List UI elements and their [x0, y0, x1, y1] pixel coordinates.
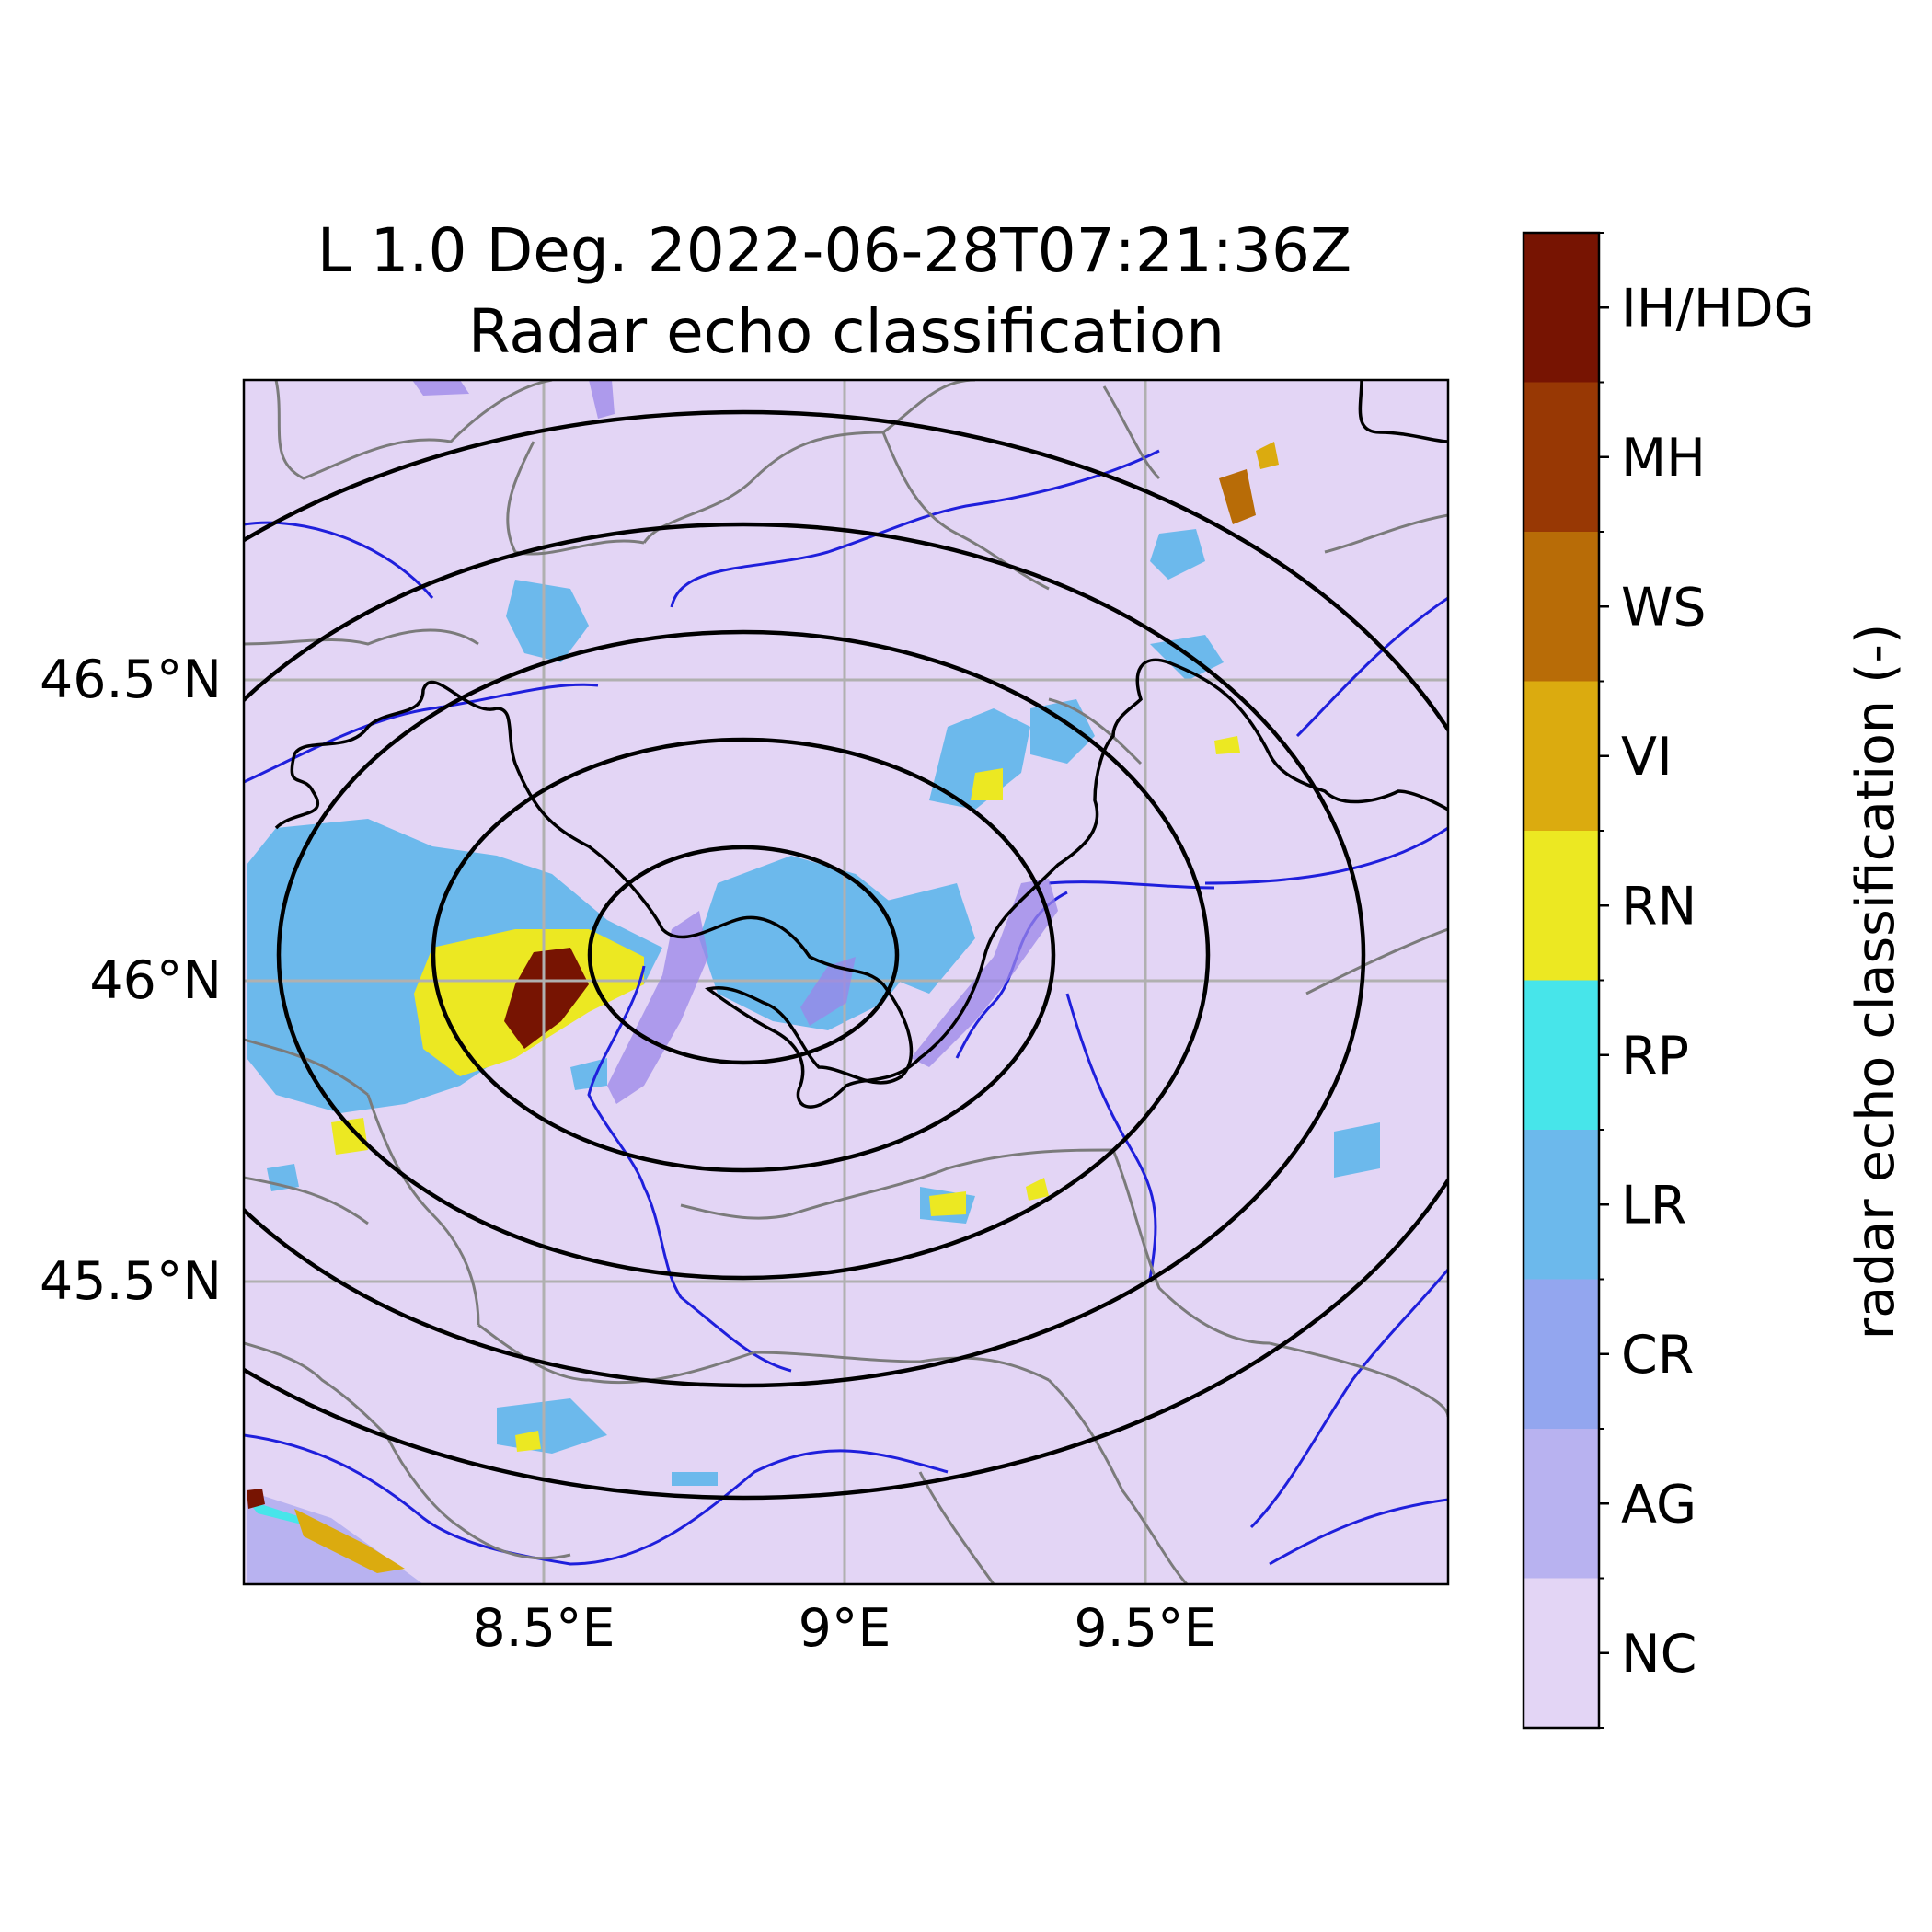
colorbar-block-ag — [1524, 1429, 1599, 1579]
colorbar-label-vi: VI — [1621, 727, 1673, 788]
lon-axis-labels: 8.5°E 9°E 9.5°E — [472, 1598, 1216, 1659]
colorbar-block-rp — [1524, 980, 1599, 1130]
lat-label-45-5: 45.5°N — [40, 1251, 222, 1312]
lat-label-46-5: 46.5°N — [40, 650, 222, 710]
colorbar-block-nc — [1524, 1578, 1599, 1728]
echo-lower-left — [247, 1489, 423, 1584]
echo-ih-patches — [504, 948, 589, 1049]
range-rings — [244, 409, 1448, 1501]
map-panel — [242, 378, 1450, 1586]
colorbar-ticks — [1599, 232, 1609, 1729]
range-ring-2 — [431, 737, 1056, 1173]
range-ring-1 — [587, 845, 900, 1065]
colorbar-label-nc: NC — [1621, 1624, 1696, 1685]
admin-borders — [244, 380, 1448, 1584]
range-ring-3 — [276, 629, 1211, 1281]
colorbar-block-mh — [1524, 382, 1599, 532]
range-ring-5 — [244, 409, 1448, 1501]
echo-layer — [247, 442, 1380, 1584]
colorbar-block-lr — [1524, 1130, 1599, 1280]
colorbar-blocks — [1524, 233, 1599, 1728]
lon-label-8-5: 8.5°E — [472, 1598, 615, 1659]
lat-label-46: 46°N — [89, 950, 222, 1011]
title-line-2: Radar echo classification — [468, 296, 1225, 367]
colorbar-label-ag: AG — [1621, 1474, 1696, 1535]
colorbar-block-rn — [1524, 831, 1599, 981]
colorbar: NC AG CR LR RP RN VI WS MH IH/HDG radar echo clas… — [1522, 231, 1906, 1730]
title-line-1: L 1.0 Deg. 2022-06-28T07:21:36Z — [317, 215, 1351, 286]
colorbar-label-mh: MH — [1621, 428, 1706, 489]
lake-highlights — [412, 380, 1058, 1104]
country-border — [274, 380, 1448, 1109]
colorbar-labels: NC AG CR LR RP RN VI WS MH IH/HDG — [1621, 278, 1814, 1685]
lon-label-9-5: 9.5°E — [1074, 1598, 1216, 1659]
colorbar-label-rn: RN — [1621, 876, 1696, 937]
colorbar-block-vi — [1524, 681, 1599, 831]
colorbar-label-lr: LR — [1621, 1175, 1686, 1236]
colorbar-block-ihhdg — [1524, 233, 1599, 383]
colorbar-label-cr: CR — [1621, 1325, 1694, 1386]
colorbar-label-ihhdg: IH/HDG — [1621, 278, 1814, 339]
lon-label-9: 9°E — [799, 1598, 891, 1659]
colorbar-title: radar echo classification (-) — [1846, 624, 1906, 1340]
map-frame — [242, 378, 1450, 1586]
colorbar-label-rp: RP — [1621, 1026, 1689, 1087]
colorbar-label-ws: WS — [1621, 577, 1707, 638]
range-ring-4 — [244, 522, 1366, 1388]
colorbar-block-ws — [1524, 532, 1599, 682]
echo-upper-right — [1219, 442, 1279, 524]
colorbar-block-cr — [1524, 1279, 1599, 1429]
lat-axis-labels: 46.5°N 46°N 45.5°N — [40, 650, 222, 1312]
rivers-lakes — [244, 449, 1448, 1566]
